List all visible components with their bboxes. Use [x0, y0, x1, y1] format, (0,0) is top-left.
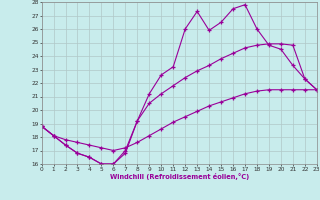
X-axis label: Windchill (Refroidissement éolien,°C): Windchill (Refroidissement éolien,°C)	[109, 173, 249, 180]
